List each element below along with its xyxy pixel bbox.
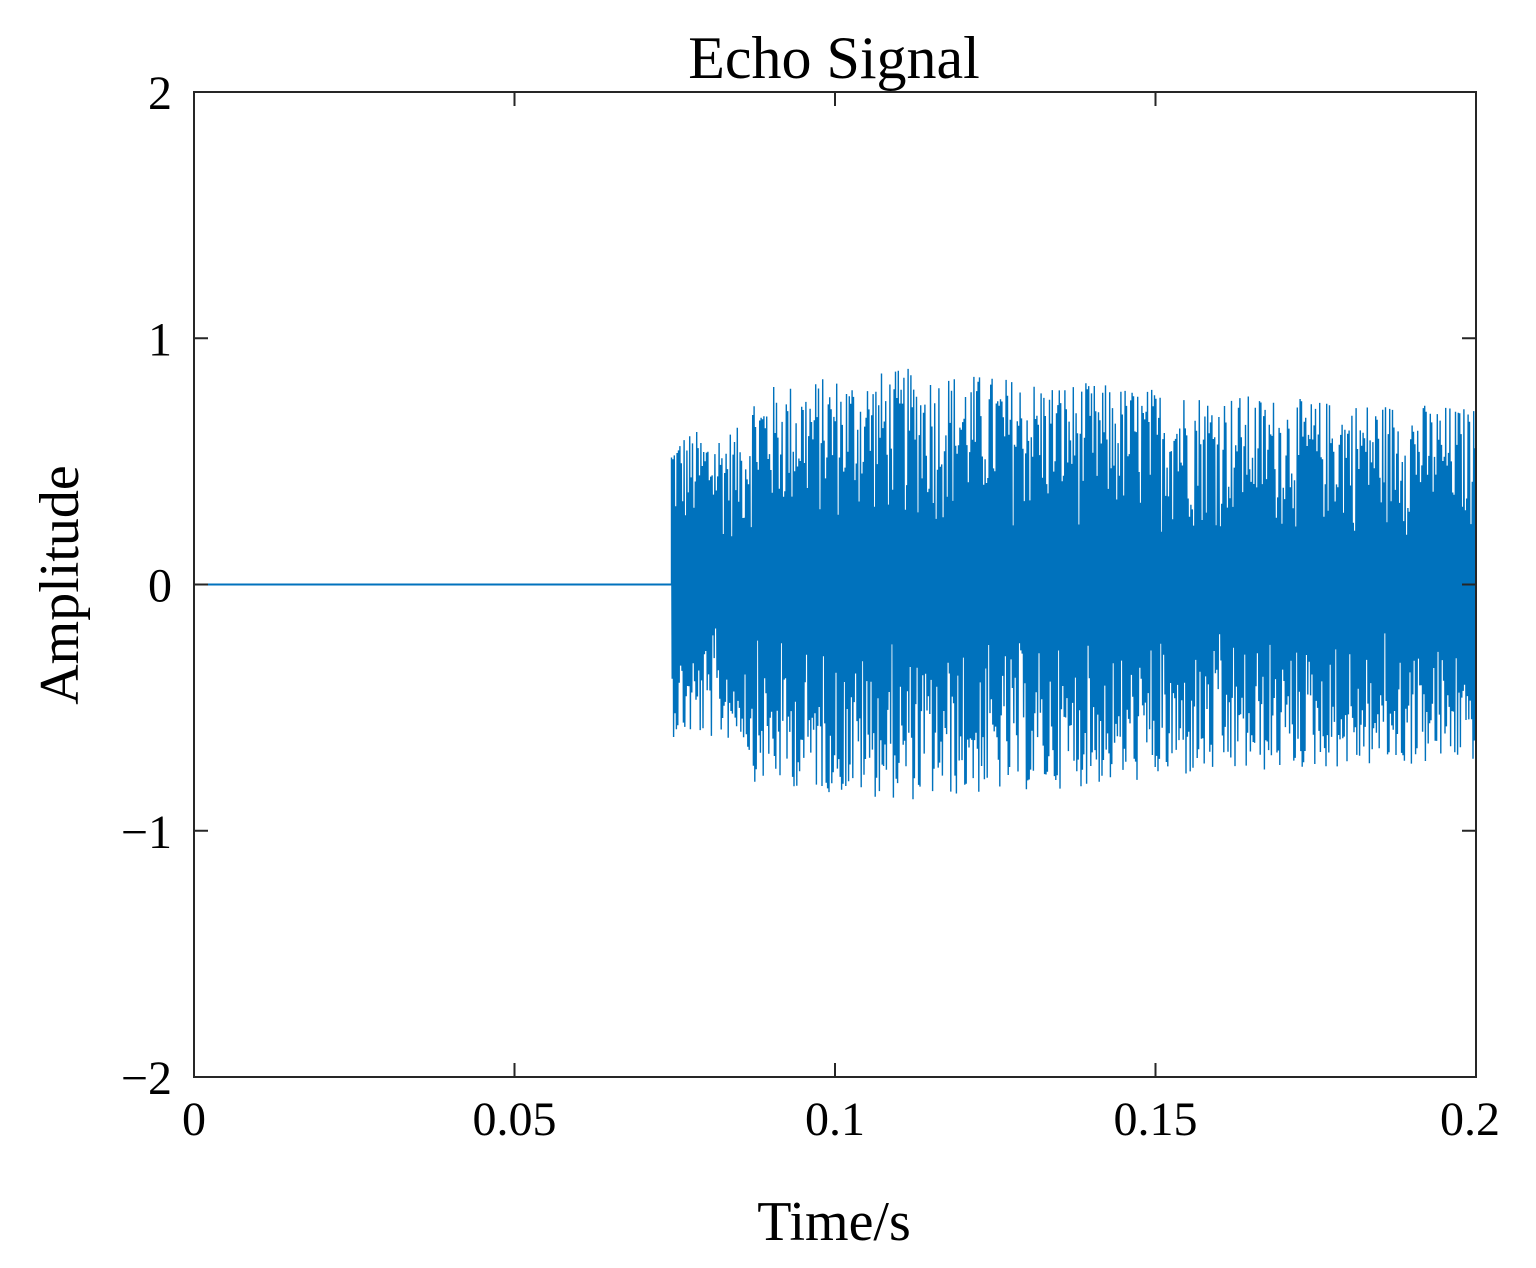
y-tick-label: −2 <box>121 1052 172 1105</box>
signal-series <box>194 368 1477 800</box>
y-tick-label: 2 <box>148 67 172 120</box>
y-tick-label: 0 <box>148 560 172 613</box>
x-tick-label: 0.2 <box>1440 1093 1500 1146</box>
chart-title: Echo Signal <box>688 25 980 91</box>
x-axis-label: Time/s <box>757 1191 911 1253</box>
y-tick-label: 1 <box>148 313 172 366</box>
axes: 0 0.05 0.1 0.15 0.2 −2 −1 0 1 2 <box>121 67 1500 1146</box>
x-tick-label: 0.15 <box>1114 1093 1198 1146</box>
y-tick-label: −1 <box>121 806 172 859</box>
signal-oscillation <box>670 368 1477 800</box>
x-tick-label: 0.05 <box>473 1093 557 1146</box>
x-tick-label: 0 <box>182 1093 206 1146</box>
y-axis-label: Amplitude <box>29 465 91 705</box>
x-tick-label: 0.1 <box>805 1093 865 1146</box>
